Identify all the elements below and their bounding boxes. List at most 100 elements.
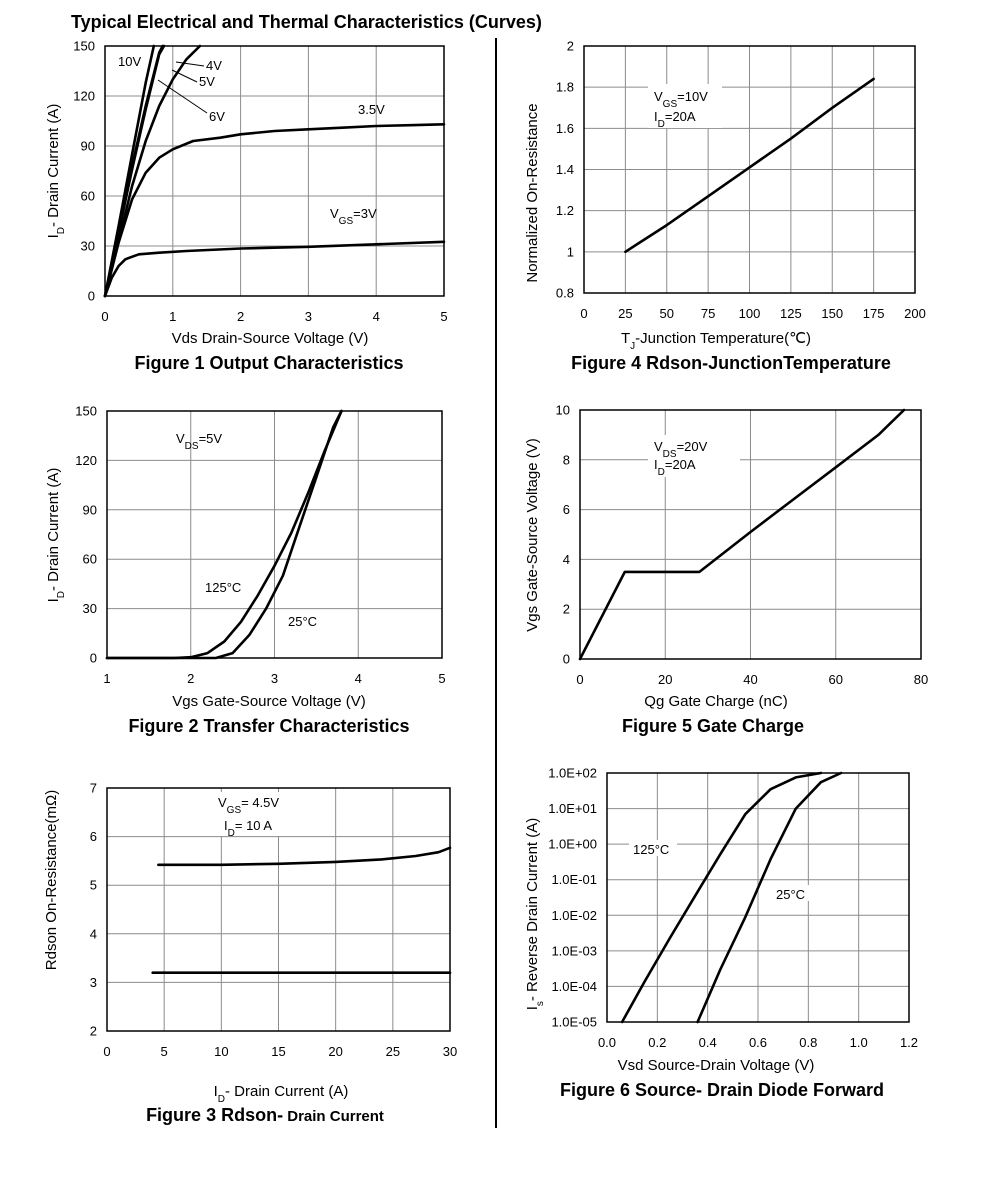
leader-6v: [157, 79, 208, 114]
x-tick-label: 30: [443, 1044, 457, 1059]
x-tick-label: 1: [169, 309, 176, 324]
x-tick-label: 50: [660, 306, 674, 321]
plot-frame: [104, 45, 445, 297]
x-tick-label: 60: [829, 672, 843, 687]
x-tick-label: 40: [743, 672, 757, 687]
y-axis-label: Vgs Gate-Source Voltage (V): [524, 438, 541, 631]
x-axis-label: Vds Drain-Source Voltage (V): [172, 330, 369, 347]
series-line-2: [696, 771, 843, 1024]
y-tick-label: 0.8: [556, 286, 574, 301]
series-label-125c: 125°C: [633, 842, 669, 857]
page-title: Typical Electrical and Thermal Character…: [71, 12, 542, 32]
x-tick-label: 0.2: [648, 1035, 666, 1050]
y-tick-label: 0: [90, 651, 97, 666]
y-axis-label: ID- Drain Current (A): [45, 468, 67, 603]
x-tick-label: 2: [187, 671, 194, 686]
y-tick-label: 90: [83, 502, 97, 517]
x-tick-label: 25: [386, 1044, 400, 1059]
leader-4v: [175, 61, 205, 67]
annotation-bg: [648, 435, 740, 477]
annotation-bg: [212, 792, 296, 836]
x-tick-label: 5: [440, 309, 447, 324]
y-tick-label: 1: [567, 244, 574, 259]
y-tick-label: 1.0E+01: [548, 801, 597, 816]
chart-fig5: 0 20 40 60 80 0 2 4 6 8 10 Qg Gate Charge (nC) Vgs G…: [524, 403, 928, 737]
annotation-vds: VDS=5V: [176, 431, 222, 452]
y-axis-label: ID- Drain Current (A): [45, 104, 67, 239]
plot-frame: [106, 787, 451, 1032]
chart-fig3: 0 5 10 15 20 25 30 2 3 4 5 6 7 ID- Drain Current (A) R…: [43, 781, 457, 1126]
y-tick-label: 0: [563, 652, 570, 667]
y-tick-label: 60: [83, 552, 97, 567]
x-tick-label: 0.0: [598, 1035, 616, 1050]
y-tick-label: 1.0E+02: [548, 766, 597, 781]
annotation-id: ID=20A: [654, 109, 696, 130]
x-tick-label: 3: [305, 309, 312, 324]
x-tick-label: 0: [101, 309, 108, 324]
series-line-6: [103, 240, 446, 298]
figure-caption: Figure 2 Transfer Characteristics: [128, 716, 409, 736]
x-tick-label: 20: [658, 672, 672, 687]
y-axis-label: Rdson On-Resistance(mΩ): [43, 790, 60, 970]
annotation-bg: [648, 84, 722, 128]
x-axis-label: ID- Drain Current (A): [214, 1083, 349, 1105]
x-axis-label: Vsd Source-Drain Voltage (V): [618, 1057, 815, 1074]
x-tick-label: 1.0: [850, 1035, 868, 1050]
chart-fig2: 1 2 3 4 5 0 30 60 90 120 150 Vgs Gate-Source Voltag…: [45, 404, 446, 737]
series-label-6v: 6V: [209, 109, 225, 124]
x-axis-label: Qg Gate Charge (nC): [644, 693, 787, 710]
x-tick-label: 25: [618, 306, 632, 321]
y-tick-label: 5: [90, 878, 97, 893]
x-tick-label: 0.8: [799, 1035, 817, 1050]
x-tick-label: 5: [438, 671, 445, 686]
y-tick-label: 120: [75, 453, 97, 468]
y-tick-label: 1.6: [556, 121, 574, 136]
plot-frame: [606, 772, 910, 1023]
y-tick-label: 2: [90, 1024, 97, 1039]
y-tick-label: 60: [81, 189, 95, 204]
annotation-vds: VDS=20V: [654, 439, 708, 460]
y-tick-label: 1.4: [556, 162, 574, 177]
x-tick-label: 75: [701, 306, 715, 321]
series-label-125c-bg: [629, 840, 677, 856]
series-label-4v: 4V: [206, 58, 222, 73]
chart-fig1: 0 1 2 3 4 5 0 30 60 90 120 150 Vds Drain-Source Volt…: [45, 39, 448, 374]
y-tick-label: 0: [88, 289, 95, 304]
x-tick-label: 4: [373, 309, 380, 324]
x-axis-label: Vgs Gate-Source Voltage (V): [172, 693, 365, 710]
y-tick-label: 6: [563, 502, 570, 517]
y-tick-label: 1.2: [556, 203, 574, 218]
x-tick-label: 0.6: [749, 1035, 767, 1050]
y-tick-label: 3: [90, 975, 97, 990]
y-tick-label: 1.0E-02: [551, 908, 597, 923]
series-line-1: [578, 408, 906, 661]
x-tick-label: 0: [580, 306, 587, 321]
y-tick-label: 1.8: [556, 80, 574, 95]
figure-caption: Figure 6 Source- Drain Diode Forward: [560, 1080, 884, 1100]
series-label-25c: 25°C: [288, 614, 317, 629]
x-tick-label: 15: [271, 1044, 285, 1059]
figure-caption: Figure 4 Rdson-JunctionTemperature: [571, 353, 891, 373]
column-divider: [495, 38, 497, 1128]
x-tick-label: 20: [328, 1044, 342, 1059]
series-label-25c: 25°C: [776, 887, 805, 902]
series-line-3: [103, 44, 164, 298]
x-axis-label: TJ-Junction Temperature(℃): [621, 330, 811, 352]
x-tick-label: 80: [914, 672, 928, 687]
plot-frame: [583, 45, 916, 294]
y-tick-label: 1.0E-01: [551, 872, 597, 887]
y-tick-label: 8: [563, 452, 570, 467]
series-label-5v: 5V: [199, 74, 215, 89]
y-tick-label: 7: [90, 781, 97, 796]
annotation-id: ID= 10 A: [224, 818, 272, 839]
x-tick-label: 0.4: [699, 1035, 717, 1050]
y-tick-label: 1.0E-05: [551, 1015, 597, 1030]
x-tick-label: 125: [780, 306, 802, 321]
plot-frame: [106, 410, 443, 659]
annotation-id: ID=20A: [654, 457, 696, 478]
x-tick-label: 0: [103, 1044, 110, 1059]
figure-caption: Figure 1 Output Characteristics: [134, 353, 403, 373]
annotation-vgs: VGS=10V: [654, 89, 708, 110]
y-tick-label: 30: [83, 601, 97, 616]
series-line-2: [105, 409, 343, 660]
